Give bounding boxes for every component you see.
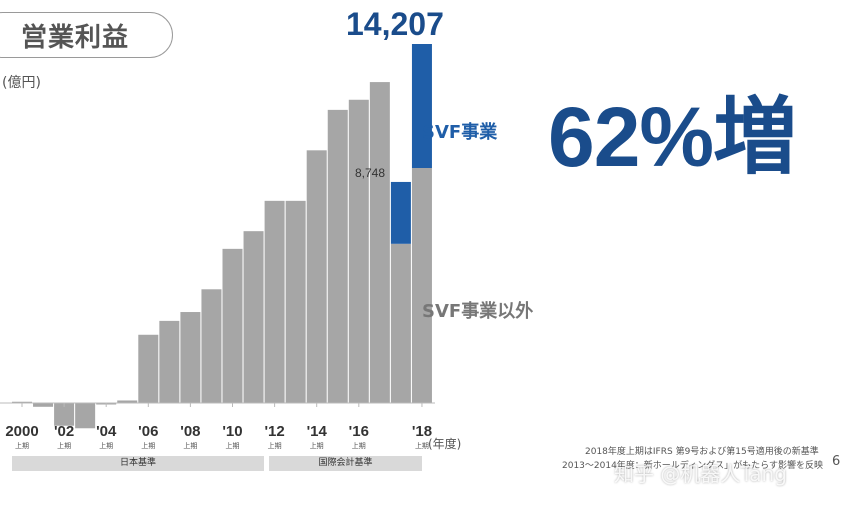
bar-other bbox=[264, 200, 285, 403]
bar-other bbox=[390, 243, 411, 403]
page-number: 6 bbox=[832, 454, 841, 469]
x-tick-sublabel: 上期 bbox=[268, 441, 282, 450]
x-tick-label: '14 bbox=[307, 423, 328, 440]
fiscal-year-unit: (年度) bbox=[428, 437, 462, 451]
bar-other bbox=[54, 403, 75, 426]
x-tick-label: '10 bbox=[222, 423, 242, 440]
x-tick-sublabel: 上期 bbox=[310, 441, 324, 450]
bar-other bbox=[243, 231, 264, 403]
bar-other bbox=[201, 289, 222, 403]
jgaap-band: 日本基準 bbox=[12, 456, 264, 471]
growth-label: 62%増 bbox=[548, 90, 797, 184]
x-tick-label: '08 bbox=[180, 423, 200, 440]
unit-label: (億円) bbox=[2, 75, 41, 91]
x-tick-label: '06 bbox=[138, 423, 158, 440]
bar-other bbox=[369, 82, 390, 403]
x-tick-sublabel: 上期 bbox=[99, 441, 113, 450]
x-tick-label: '18 bbox=[412, 423, 432, 440]
bar-svf bbox=[411, 44, 432, 168]
bar-other bbox=[306, 150, 327, 403]
bar-other bbox=[138, 334, 159, 403]
bar-other bbox=[33, 403, 54, 407]
bar-svf bbox=[390, 181, 411, 244]
x-tick-sublabel: 上期 bbox=[15, 441, 29, 450]
x-tick-sublabel: 上期 bbox=[226, 441, 240, 450]
x-tick-sublabel: 上期 bbox=[141, 441, 155, 450]
bar-other bbox=[12, 401, 32, 404]
x-tick-sublabel: 上期 bbox=[183, 441, 197, 450]
fy2018-total-label: 14,207 bbox=[346, 6, 444, 42]
bar-other bbox=[159, 320, 180, 403]
bar-other bbox=[222, 248, 243, 403]
bar-other bbox=[285, 200, 306, 403]
x-tick-label: '04 bbox=[96, 423, 117, 440]
x-tick-sublabel: 上期 bbox=[415, 441, 429, 450]
page-title: 営業利益 bbox=[21, 23, 130, 53]
x-tick-sublabel: 上期 bbox=[57, 441, 71, 450]
x-tick-sublabel: 上期 bbox=[352, 441, 366, 450]
x-tick-label: '02 bbox=[54, 423, 74, 440]
bar-other bbox=[327, 109, 348, 403]
footnote-line-2: 2013～2014年度：新ホールディングス」がもたらす影響を反映 bbox=[562, 461, 824, 471]
svf-series-label: SVF事業 bbox=[422, 122, 498, 143]
title-pill bbox=[0, 12, 173, 58]
fy2016-total-label: 8,748 bbox=[355, 166, 386, 180]
ifrs-band: 国際会計基準 bbox=[269, 456, 422, 471]
bar-other bbox=[348, 99, 369, 403]
watermark: 知乎 @机器人Tang bbox=[614, 462, 787, 486]
bar-other bbox=[180, 312, 201, 403]
bar-other bbox=[75, 403, 96, 429]
bar-other bbox=[411, 167, 432, 403]
x-tick-label: 2000 bbox=[5, 423, 38, 440]
x-tick-label: '12 bbox=[264, 423, 284, 440]
footnote-line-1: 2018年度上期はIFRS 第9号および第15号適用後の新基準 bbox=[585, 447, 819, 457]
other-series-label: SVF事業以外 bbox=[422, 301, 534, 322]
x-tick-label: '16 bbox=[349, 423, 369, 440]
bar-other bbox=[117, 400, 138, 403]
